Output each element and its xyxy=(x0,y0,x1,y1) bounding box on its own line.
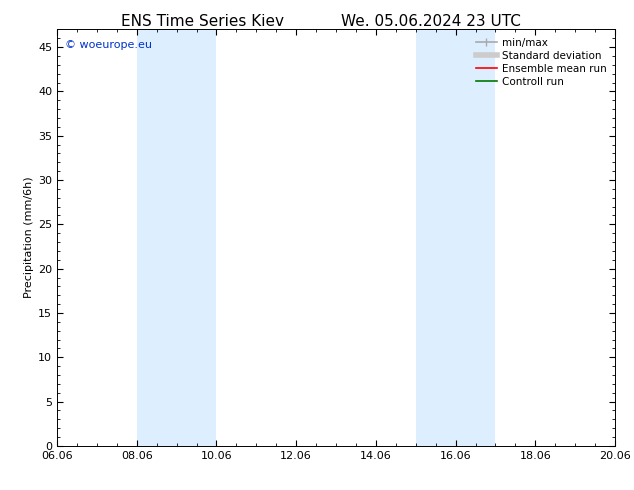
Legend: min/max, Standard deviation, Ensemble mean run, Controll run: min/max, Standard deviation, Ensemble me… xyxy=(473,35,610,90)
Y-axis label: Precipitation (mm/6h): Precipitation (mm/6h) xyxy=(24,177,34,298)
Text: We. 05.06.2024 23 UTC: We. 05.06.2024 23 UTC xyxy=(341,14,521,29)
Text: ENS Time Series Kiev: ENS Time Series Kiev xyxy=(121,14,285,29)
Bar xyxy=(416,29,495,446)
Text: © woeurope.eu: © woeurope.eu xyxy=(65,40,152,50)
Bar xyxy=(137,29,216,446)
